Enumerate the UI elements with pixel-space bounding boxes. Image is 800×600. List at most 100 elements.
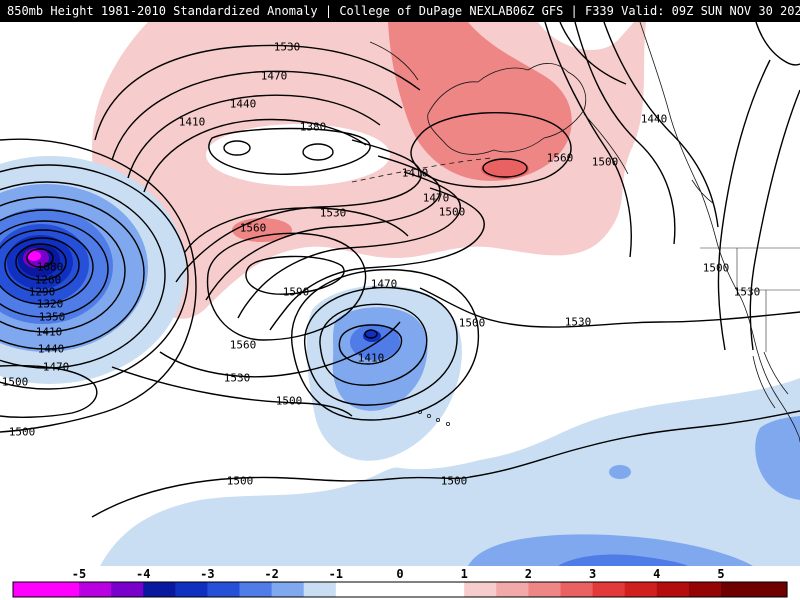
- contour-label: 1410: [36, 326, 63, 339]
- aleutians-coastline: [351, 157, 493, 183]
- contour-label: 1410: [402, 167, 429, 180]
- contour-ring: [4, 237, 80, 293]
- colorbar-segment: [111, 582, 144, 597]
- colorbar-segment: [496, 582, 529, 597]
- anomaly-shading: [0, 22, 800, 566]
- south-band-strong: [558, 554, 688, 566]
- contour-label: 1530: [734, 286, 761, 299]
- alaska-coastline: [427, 63, 629, 175]
- colorbar-segment: [464, 582, 497, 597]
- hawaii-islands: [417, 409, 450, 426]
- contour-line: [237, 171, 462, 319]
- contour-label: 1470: [423, 192, 450, 205]
- contour-line: [544, 22, 632, 258]
- colorbar-segment: [400, 582, 433, 597]
- east-edge-mid-patch: [755, 416, 800, 500]
- colorbar-tick-label: -2: [264, 567, 278, 581]
- contour-label: 1440: [38, 343, 65, 356]
- colorbar-segment: [528, 582, 562, 597]
- island: [445, 421, 450, 426]
- small-mid-blob: [609, 465, 631, 479]
- coastlines: [351, 22, 800, 443]
- contour-loop: [291, 268, 480, 421]
- contour-line: [159, 321, 401, 378]
- island: [435, 417, 440, 422]
- contour-label: 1530: [274, 41, 301, 54]
- anomaly-map: 1530 1470 1440 1410 1380 1410 1470 1500 1530 1560…: [0, 22, 800, 566]
- contour-label: 1500: [592, 156, 619, 169]
- contour-line: [717, 59, 771, 351]
- contour-ring: [0, 209, 126, 333]
- colorbar-tick-label: 3: [589, 567, 596, 581]
- contour-label: 1500: [227, 475, 254, 488]
- contour-loop: [208, 127, 371, 176]
- contour-label: 1410: [358, 352, 385, 365]
- contour-label: 1320: [37, 298, 64, 311]
- contour-label: 1590: [283, 286, 310, 299]
- contour-label: 1500: [2, 376, 29, 389]
- contour-ring: [26, 248, 54, 268]
- contour-line: [269, 187, 485, 331]
- contour-loop: [206, 232, 367, 341]
- contour-loop: [304, 286, 458, 406]
- contour-line: [419, 287, 800, 328]
- contour-loop: [482, 158, 528, 178]
- contour-label: 1350: [39, 311, 66, 324]
- colorbar-segment: [13, 582, 80, 597]
- colorbar-tick-label: 5: [717, 567, 724, 581]
- contour-label: 1470: [43, 361, 70, 374]
- colorbar-segment: [688, 582, 722, 597]
- anomaly-colorbar: -5 -4 -3 -2 -1 0 1 2 3 4 5: [0, 566, 800, 600]
- contour-label: 1260: [35, 274, 62, 287]
- contour-label: 1380: [300, 121, 327, 134]
- south-band-mid: [468, 534, 753, 566]
- colorbar-segment: [367, 582, 401, 597]
- contour-line: [127, 94, 381, 179]
- colorbar-segment: [239, 582, 273, 597]
- contour-loop: [245, 255, 345, 295]
- chukotka-coastline: [369, 41, 419, 81]
- contour-loop: [410, 112, 572, 188]
- colorbar-tick-label: -1: [329, 567, 343, 581]
- colorbar-segment: [592, 582, 626, 597]
- colorbar-tick-label: 0: [396, 567, 403, 581]
- colorbar-segment: [175, 582, 208, 597]
- contour-label: 1560: [547, 152, 574, 165]
- colorbar-segment: [303, 582, 337, 597]
- contour-ring: [0, 164, 189, 390]
- contour-label: 1500: [441, 475, 468, 488]
- contour-line: [755, 22, 800, 66]
- colorbar-segment: [432, 582, 465, 597]
- contour-ring: [0, 220, 109, 318]
- colorbar-segment: [656, 582, 690, 597]
- contour-loop: [338, 324, 403, 365]
- title-bar: 850mb Height 1981-2010 Standardized Anom…: [0, 0, 800, 22]
- contour-label: 1080: [37, 261, 64, 274]
- contour-loop: [319, 303, 428, 386]
- contour-line: [143, 118, 367, 193]
- island: [426, 413, 431, 418]
- colorbar-tick-label: 4: [653, 567, 660, 581]
- contour-label: 1440: [230, 98, 257, 111]
- colorbar-segment: [624, 582, 658, 597]
- contour-label: 1530: [224, 372, 251, 385]
- colorbar-segment: [79, 582, 112, 597]
- contour-line: [0, 138, 197, 433]
- contour-line: [603, 22, 719, 228]
- contour-line: [94, 44, 421, 141]
- contour-line: [91, 410, 800, 518]
- colorbar-segment: [560, 582, 594, 597]
- model-valid-info: 06Z GFS | F339 Valid: 09Z SUN NOV 30 202…: [512, 4, 800, 18]
- contour-line: [205, 155, 441, 301]
- contour-label: 1530: [320, 207, 347, 220]
- pos-anomaly-3-spot: [481, 159, 529, 179]
- pos-anomaly-2-core: [388, 22, 572, 181]
- contour-line: [574, 22, 676, 245]
- contour-line: [111, 70, 403, 161]
- colorbar-segment: [271, 582, 305, 597]
- colorbar-segment: [721, 582, 788, 597]
- contour-label: 1500: [9, 426, 36, 439]
- contour-ring: [15, 243, 67, 281]
- contour-ring: [0, 229, 94, 305]
